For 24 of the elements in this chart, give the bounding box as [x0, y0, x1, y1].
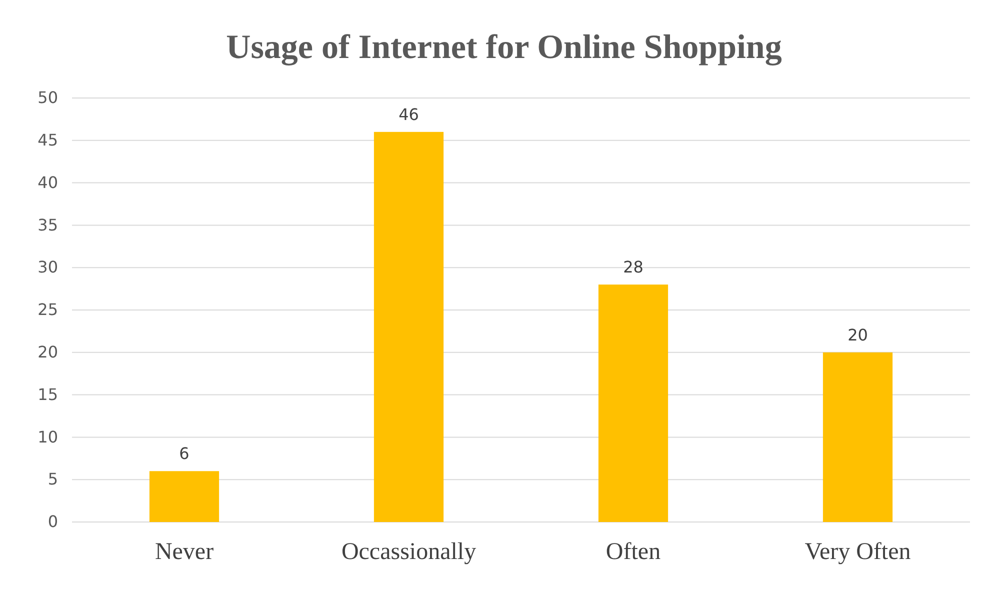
y-tick-label: 50: [38, 88, 58, 108]
y-tick-label: 35: [38, 215, 58, 234]
x-tick-label: Often: [606, 539, 661, 566]
data-label: 6: [179, 444, 190, 464]
data-label: 20: [848, 325, 868, 344]
x-tick-label: Very Often: [804, 539, 911, 566]
y-tick-label: 40: [38, 172, 58, 192]
chart-title: Usage of Internet for Online Shopping: [226, 29, 782, 66]
y-tick-label: 15: [38, 384, 58, 404]
bar: [149, 471, 220, 522]
bar: [598, 284, 668, 522]
x-tick-label: Never: [154, 539, 214, 566]
y-tick-label: 45: [38, 130, 58, 150]
bar: [374, 132, 444, 522]
y-tick-label: 30: [38, 258, 58, 277]
y-tick-label: 5: [48, 470, 58, 489]
data-label: 46: [398, 104, 419, 124]
y-tick-label: 0: [48, 512, 58, 532]
y-tick-label: 25: [38, 300, 58, 320]
y-tick-label: 10: [38, 427, 58, 446]
data-label: 28: [623, 258, 644, 277]
x-tick-label: Occassionally: [341, 539, 476, 566]
bar: [822, 352, 893, 522]
y-tick-label: 20: [38, 342, 58, 362]
